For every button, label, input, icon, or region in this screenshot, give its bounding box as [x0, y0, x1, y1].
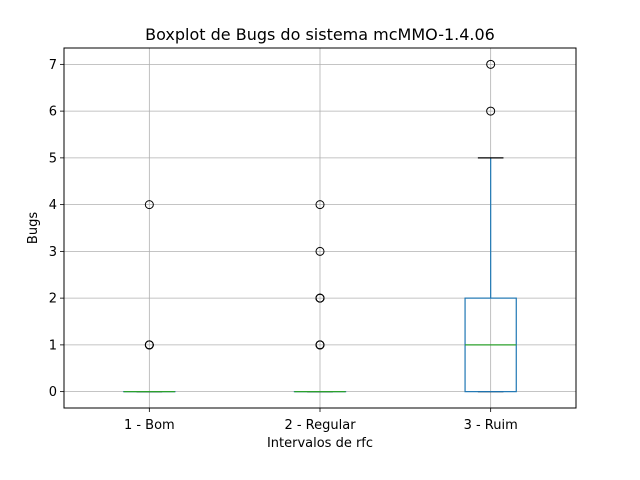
outlier-point — [486, 106, 496, 116]
tick-layer: 0 1 2 3 4 5 6 7 1 - Bom 2 - Regular 3 - Ruim — [49, 58, 518, 433]
chart-title: Boxplot de Bugs do sistema mcMMO-1.4.06 — [145, 25, 495, 44]
x-tick-label: 1 - Bom — [124, 418, 175, 433]
x-tick-label: 3 - Ruim — [464, 418, 518, 433]
outlier-point — [315, 200, 325, 210]
x-axis-label: Intervalos de rfc — [267, 436, 373, 451]
grid-layer — [64, 48, 576, 408]
y-tick-label: 0 — [49, 385, 57, 400]
y-axis-label: Bugs — [26, 212, 41, 244]
y-tick-label: 1 — [49, 338, 57, 353]
y-tick-label: 6 — [49, 105, 57, 120]
outlier-point — [315, 293, 325, 303]
y-tick-label: 3 — [49, 245, 57, 260]
outlier-point — [486, 59, 496, 69]
box-group — [464, 59, 517, 393]
outlier-point — [315, 340, 325, 350]
outlier-point — [144, 200, 154, 210]
x-tick-label: 2 - Regular — [284, 418, 356, 433]
y-tick-label: 4 — [49, 198, 57, 213]
y-tick-label: 5 — [49, 151, 57, 166]
box-group — [123, 200, 176, 393]
box-group — [293, 200, 347, 393]
y-tick-label: 7 — [49, 58, 57, 73]
outlier-point — [144, 340, 154, 350]
box-layer — [123, 59, 517, 393]
y-tick-label: 2 — [49, 292, 57, 307]
outlier-point — [315, 246, 325, 256]
